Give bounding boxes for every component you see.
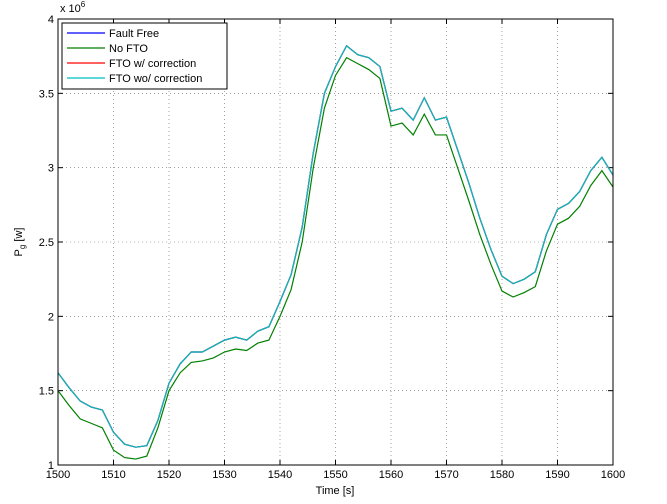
- x-tick-label: 1560: [379, 469, 403, 481]
- x-tick-label: 1510: [101, 469, 125, 481]
- series-line: [57, 44, 614, 448]
- y-axis-label: Pg [w]: [13, 228, 27, 257]
- series-line: [57, 56, 614, 460]
- x-tick-label: 1590: [545, 469, 569, 481]
- multiplier-exponent: 6: [81, 0, 86, 9]
- legend-label: Fault Free: [109, 28, 159, 40]
- x-tick-label: 1500: [46, 469, 70, 481]
- x-tick-label: 1540: [268, 469, 292, 481]
- y-tick-label: 2: [48, 311, 54, 323]
- y-label-unit: [w]: [13, 228, 25, 245]
- x-tick-label: 1530: [212, 469, 236, 481]
- y-tick-label: 1.5: [39, 386, 54, 398]
- x-tick-label: 1570: [434, 469, 458, 481]
- x-tick-label: 1600: [601, 469, 625, 481]
- y-multiplier: x 106: [60, 0, 86, 15]
- plot-frame: [57, 18, 614, 466]
- legend-label: No FTO: [109, 43, 148, 55]
- x-tick-label: 1550: [323, 469, 347, 481]
- legend-box: [61, 22, 228, 90]
- series-line: [57, 44, 614, 448]
- y-tick-label: 1: [48, 460, 54, 472]
- x-tick-label: 1580: [490, 469, 514, 481]
- legend-label: FTO w/ correction: [109, 58, 196, 70]
- y-tick-label: 4: [48, 14, 54, 26]
- x-tick-label: 1520: [157, 469, 181, 481]
- legend-label: FTO wo/ correction: [109, 73, 202, 85]
- y-label-sub: g: [18, 245, 27, 249]
- y-tick-label: 2.5: [39, 237, 54, 249]
- y-label-main: P: [13, 249, 25, 256]
- multiplier-base: x 10: [60, 3, 81, 15]
- series-line: [57, 44, 614, 448]
- y-tick-label: 3.5: [39, 88, 54, 100]
- y-tick-label: 3: [48, 163, 54, 175]
- x-axis-label: Time [s]: [316, 485, 355, 497]
